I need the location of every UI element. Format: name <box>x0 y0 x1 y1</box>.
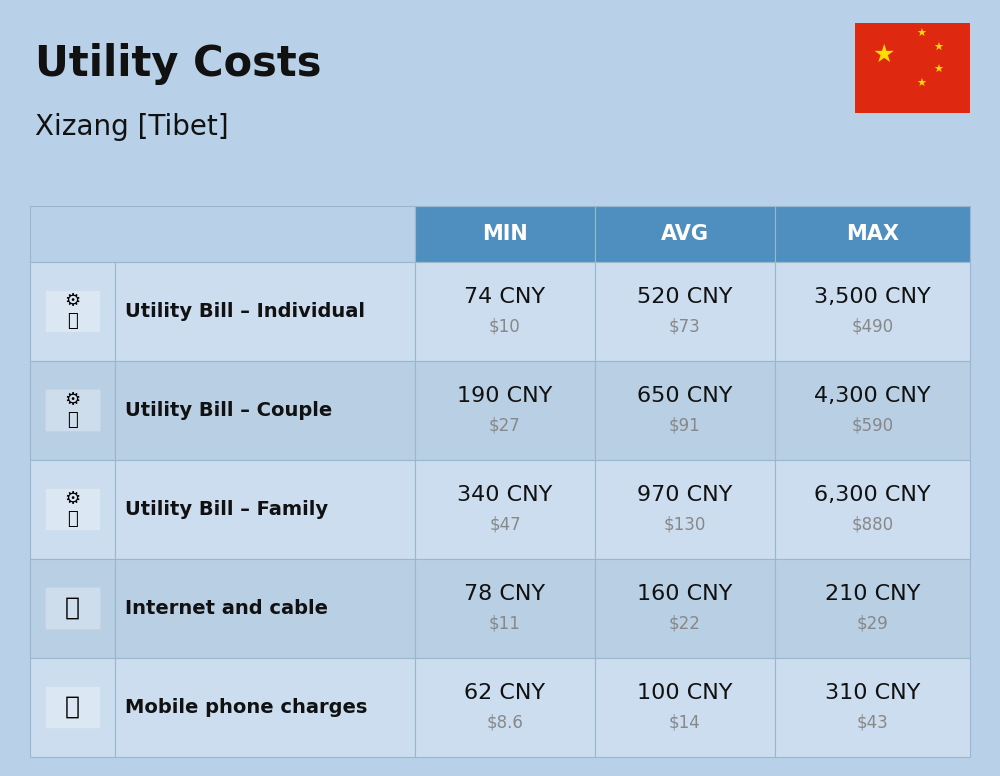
Text: 📱: 📱 <box>65 695 80 719</box>
Bar <box>595 262 775 361</box>
Bar <box>415 657 595 757</box>
Text: Xizang [Tibet]: Xizang [Tibet] <box>35 113 229 140</box>
Bar <box>45 686 100 729</box>
Text: 160 CNY: 160 CNY <box>637 584 733 604</box>
Text: 3,500 CNY: 3,500 CNY <box>814 287 931 307</box>
Text: $880: $880 <box>851 515 894 534</box>
Bar <box>45 587 100 629</box>
Bar <box>30 361 115 459</box>
Text: ⚙
🔌: ⚙ 🔌 <box>64 292 81 331</box>
Text: $27: $27 <box>489 417 521 435</box>
Text: ★: ★ <box>917 79 927 89</box>
Text: 650 CNY: 650 CNY <box>637 386 733 406</box>
Text: Mobile phone charges: Mobile phone charges <box>125 698 367 716</box>
Bar <box>775 559 970 657</box>
Text: 4,300 CNY: 4,300 CNY <box>814 386 931 406</box>
Bar <box>415 559 595 657</box>
Text: 340 CNY: 340 CNY <box>457 485 553 505</box>
Text: $8.6: $8.6 <box>487 714 523 732</box>
Text: 6,300 CNY: 6,300 CNY <box>814 485 931 505</box>
Bar <box>115 657 415 757</box>
Text: MIN: MIN <box>482 223 528 244</box>
Text: $91: $91 <box>669 417 701 435</box>
Text: 190 CNY: 190 CNY <box>457 386 553 406</box>
Bar <box>595 361 775 459</box>
Text: 62 CNY: 62 CNY <box>464 683 546 703</box>
Bar <box>775 657 970 757</box>
Bar <box>775 262 970 361</box>
Bar <box>415 206 595 262</box>
Text: 📡: 📡 <box>65 596 80 620</box>
Text: $10: $10 <box>489 317 521 335</box>
Bar <box>775 361 970 459</box>
Bar <box>30 262 115 361</box>
Text: Utility Costs: Utility Costs <box>35 43 322 85</box>
Bar <box>595 657 775 757</box>
Text: ★: ★ <box>873 43 895 67</box>
Bar <box>45 389 100 431</box>
Bar <box>115 262 415 361</box>
Text: 310 CNY: 310 CNY <box>825 683 920 703</box>
Text: ★: ★ <box>933 64 943 74</box>
Text: 970 CNY: 970 CNY <box>637 485 733 505</box>
Text: AVG: AVG <box>661 223 709 244</box>
Text: $590: $590 <box>851 417 894 435</box>
Bar <box>115 361 415 459</box>
Text: Utility Bill – Family: Utility Bill – Family <box>125 500 328 518</box>
Bar <box>595 206 775 262</box>
Bar <box>595 459 775 559</box>
Text: Utility Bill – Couple: Utility Bill – Couple <box>125 400 332 420</box>
Text: 100 CNY: 100 CNY <box>637 683 733 703</box>
Bar <box>45 487 100 531</box>
Text: $11: $11 <box>489 615 521 632</box>
Text: ⚙
🔌: ⚙ 🔌 <box>64 390 81 429</box>
Text: $47: $47 <box>489 515 521 534</box>
Bar <box>775 206 970 262</box>
Text: $43: $43 <box>857 714 888 732</box>
Bar <box>415 459 595 559</box>
Bar <box>415 361 595 459</box>
Text: 210 CNY: 210 CNY <box>825 584 920 604</box>
Bar <box>115 459 415 559</box>
Bar <box>30 206 415 262</box>
Text: ★: ★ <box>917 29 927 39</box>
Bar <box>415 262 595 361</box>
Text: MAX: MAX <box>846 223 899 244</box>
Text: Internet and cable: Internet and cable <box>125 598 328 618</box>
Text: 78 CNY: 78 CNY <box>464 584 546 604</box>
Text: 74 CNY: 74 CNY <box>464 287 546 307</box>
Text: $29: $29 <box>857 615 888 632</box>
Text: $490: $490 <box>851 317 894 335</box>
Text: $73: $73 <box>669 317 701 335</box>
Bar <box>30 657 115 757</box>
Bar <box>115 559 415 657</box>
Text: $14: $14 <box>669 714 701 732</box>
Text: ★: ★ <box>933 43 943 54</box>
Bar <box>30 559 115 657</box>
Text: ⚙
🔌: ⚙ 🔌 <box>64 490 81 528</box>
Bar <box>595 559 775 657</box>
Bar <box>775 459 970 559</box>
Bar <box>30 459 115 559</box>
Bar <box>45 289 100 332</box>
Text: Utility Bill – Individual: Utility Bill – Individual <box>125 302 365 320</box>
Bar <box>855 23 970 113</box>
Text: $130: $130 <box>664 515 706 534</box>
Text: 520 CNY: 520 CNY <box>637 287 733 307</box>
Text: $22: $22 <box>669 615 701 632</box>
